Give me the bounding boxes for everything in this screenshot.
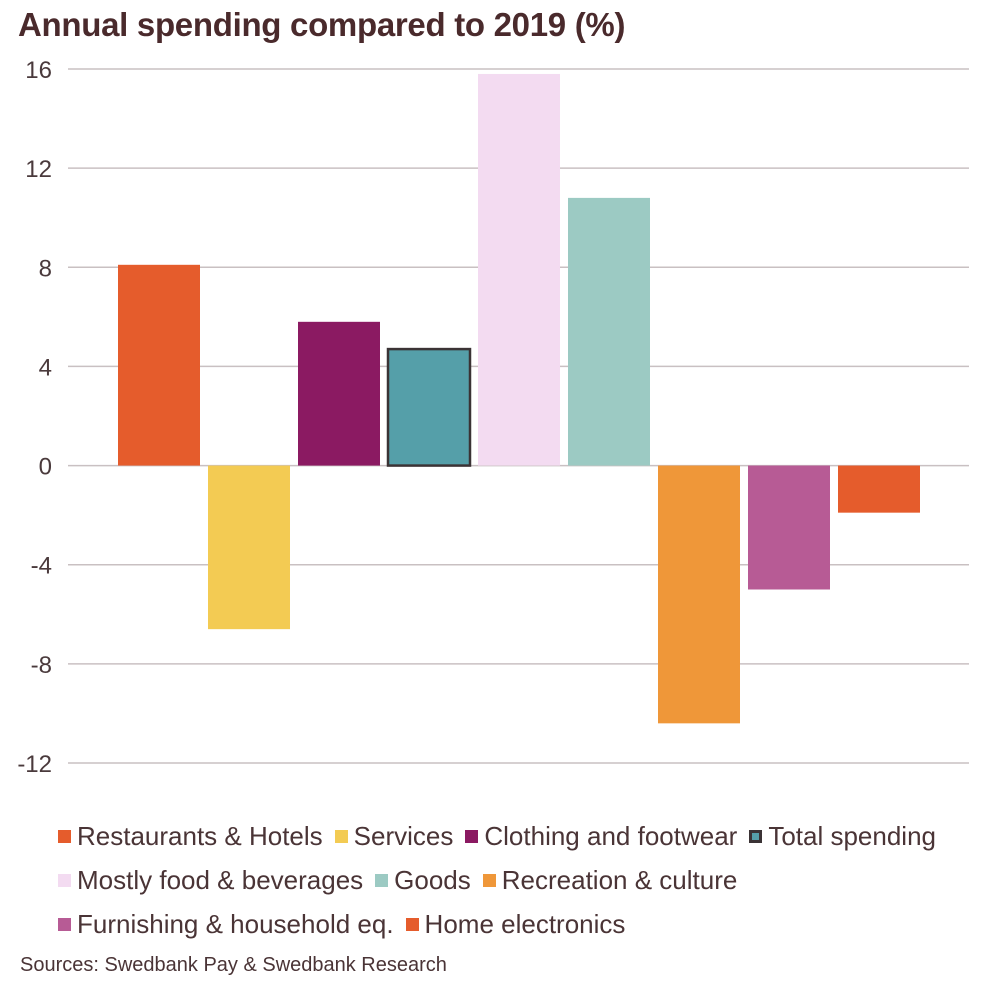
legend-item: Recreation & culture (482, 864, 738, 896)
legend-item: Clothing and footwear (465, 821, 737, 852)
source-note: Sources: Swedbank Pay & Swedbank Researc… (20, 954, 447, 976)
y-tick-label: 16 (25, 57, 52, 84)
bar-total-spending (386, 347, 472, 467)
legend-item: Furnishing & household eq. (58, 909, 394, 940)
legend-label: Clothing and footwear (484, 820, 738, 851)
bars (118, 73, 920, 724)
legend-swatch (405, 917, 419, 931)
legend-swatch (334, 829, 348, 843)
y-tick-label: 4 (39, 354, 52, 381)
bar-recreation-culture (658, 465, 740, 724)
legend-item: Goods (375, 865, 471, 896)
legend-label: Total spending (768, 820, 937, 851)
legend-swatch (58, 917, 71, 931)
legend-item: Mostly food & beverages (58, 865, 363, 896)
legend: Restaurants & Hotels Services Clothing and… (58, 814, 978, 946)
legend-label: Furnishing & household eq. (77, 908, 394, 939)
y-tick-label: -4 (31, 553, 52, 580)
legend-swatch (58, 873, 71, 887)
y-tick-label: 0 (39, 454, 52, 481)
chart-title: Annual spending compared to 2019 (%) (18, 6, 626, 43)
bar-mostly-food-beverages (478, 73, 560, 466)
legend-swatch (749, 829, 763, 843)
bar-restaurants-hotels (118, 264, 200, 466)
legend-item: Total spending (749, 821, 936, 852)
legend-label: Services (353, 820, 454, 851)
legend-item: Services (334, 820, 454, 852)
y-tick-label: -12 (17, 751, 52, 778)
legend-item: Restaurants & Hotels (58, 821, 323, 852)
legend-label: Home electronics (424, 908, 626, 939)
legend-swatch (58, 829, 71, 843)
bar-furnishing-household-eq (748, 465, 830, 590)
legend-swatch (482, 873, 496, 887)
y-axis-ticks: 16 12 8 4 0 -4 -8 -12 (17, 57, 52, 778)
legend-label: Recreation & culture (501, 864, 738, 895)
legend-row: Mostly food & beverages Goods Recreation &… (58, 858, 978, 902)
bar-chart: 16 12 8 4 0 -4 -8 -12 (17, 57, 969, 778)
legend-label: Goods (394, 864, 471, 895)
y-tick-label: 12 (25, 156, 52, 183)
bar-services (208, 465, 290, 630)
bar-clothing-and-footwear (298, 321, 380, 466)
y-tick-label: -8 (31, 652, 52, 679)
y-tick-label: 8 (39, 255, 52, 282)
bar-goods (568, 197, 650, 466)
legend-swatch (375, 873, 389, 887)
legend-item: Home electronics (405, 908, 626, 940)
legend-label: Mostly food & beverages (77, 864, 364, 895)
legend-row: Restaurants & Hotels Services Clothing and… (58, 814, 978, 858)
legend-label: Restaurants & Hotels (77, 820, 323, 851)
bar-home-electronics (838, 465, 920, 513)
legend-swatch (465, 829, 479, 843)
legend-row: Furnishing & household eq. Home electroni… (58, 902, 978, 946)
